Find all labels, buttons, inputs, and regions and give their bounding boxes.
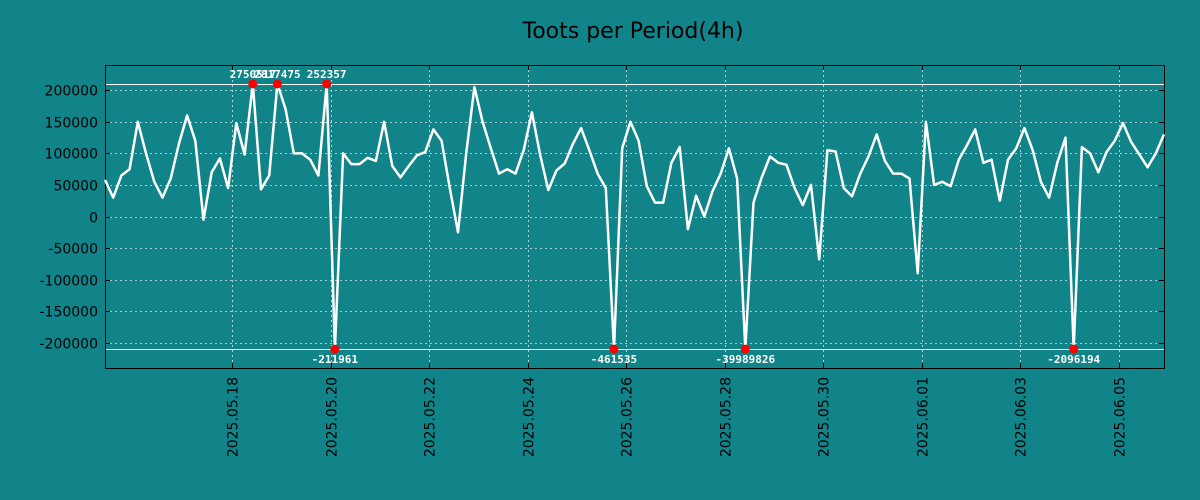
x-tick-label: 2025.05.20 (325, 377, 341, 457)
x-tick-label: 2025.05.26 (620, 377, 636, 457)
x-tick-label: 2025.05.22 (423, 377, 439, 457)
y-tick-label: -200000 (40, 337, 99, 353)
y-tick-label: 0 (89, 211, 98, 227)
x-tick-label: 2025.05.30 (817, 377, 833, 457)
outlier-marker (740, 344, 750, 354)
outlier-marker (272, 79, 282, 89)
outlier-marker (330, 344, 340, 354)
y-tick-label: -100000 (40, 274, 99, 290)
y-tick-label: -50000 (48, 242, 98, 258)
x-tick-label: 2025.05.28 (719, 377, 735, 457)
x-tick-label: 2025.06.01 (916, 377, 932, 457)
outlier-label: -211961 (312, 353, 359, 366)
series-layer (103, 82, 1166, 351)
outlier-label: -461535 (591, 353, 637, 366)
y-tick-label: 150000 (45, 116, 98, 132)
y-tick-label: 50000 (53, 179, 98, 195)
outlier-marker (322, 79, 332, 89)
y-tick-label: -150000 (40, 305, 99, 321)
outlier-label: 2750517 (230, 68, 276, 81)
outlier-label: 2817475 (254, 68, 300, 81)
y-tick-label: 200000 (45, 84, 98, 100)
outlier-label: -39989826 (716, 353, 776, 366)
outlier-marker (1069, 344, 1079, 354)
outlier-marker (248, 79, 258, 89)
x-axis: 2025.05.18 2025.05.20 2025.05.22 2025.05.24… (226, 65, 1129, 457)
grid-layer (105, 65, 1164, 368)
chart-title: Toots per Period(4h) (522, 19, 744, 44)
x-tick-label: 2025.06.03 (1014, 377, 1030, 457)
outlier-label: -2096194 (1047, 353, 1100, 366)
plot-frame (105, 65, 1165, 369)
x-tick-label: 2025.06.05 (1113, 377, 1129, 457)
outlier-label: 252357 (307, 68, 347, 81)
x-tick-label: 2025.05.24 (522, 377, 538, 457)
x-tick-label: 2025.05.18 (226, 377, 242, 457)
outlier-marker (609, 344, 619, 354)
y-axis: 200000 150000 100000 50000 0 -50000 -100000 -15… (40, 84, 1164, 353)
marker-layer (248, 79, 1079, 354)
series-line (103, 82, 1166, 351)
y-tick-label: 100000 (45, 147, 98, 163)
